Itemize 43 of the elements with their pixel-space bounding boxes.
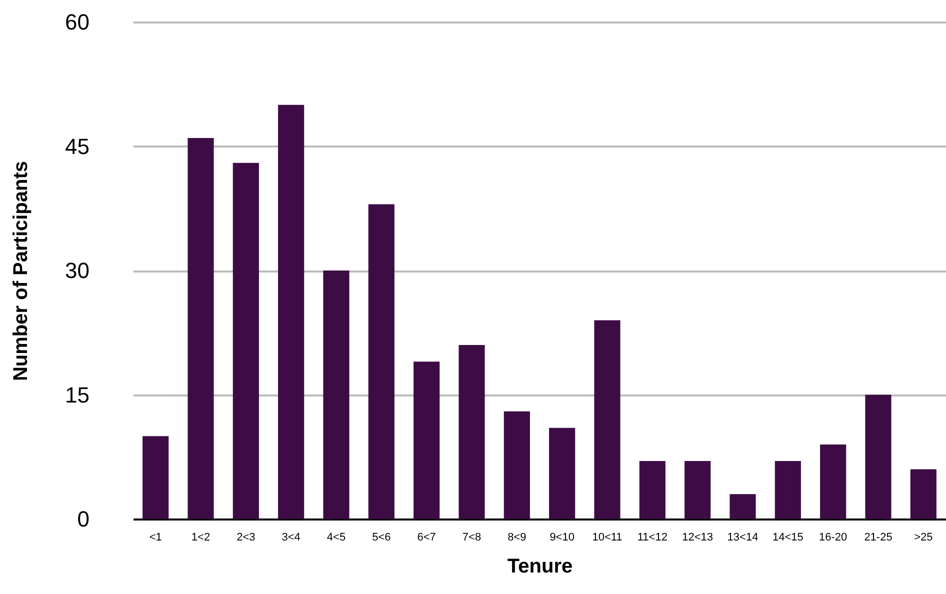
x-tick-label: 11<12: [637, 532, 668, 544]
bar: [458, 345, 485, 519]
x-tick-label: 9<10: [550, 532, 574, 544]
x-axis-title: Tenure: [507, 556, 573, 578]
bar: [774, 461, 801, 519]
bar: [684, 461, 711, 519]
x-tick-label: 12<13: [682, 532, 714, 544]
x-tick-label: 2<3: [236, 532, 256, 544]
x-tick-label: 16-20: [819, 532, 848, 544]
bar: [865, 394, 892, 519]
y-tick-label: 0: [77, 506, 90, 532]
x-tick-label: 8<9: [508, 532, 526, 544]
x-tick-label: 13<14: [727, 532, 758, 544]
bar: [142, 436, 169, 519]
bar: [910, 469, 936, 519]
bar: [368, 204, 394, 519]
x-tick-label: 10<11: [592, 532, 622, 544]
x-tick-label: 1<2: [191, 532, 210, 544]
y-axis-title: Number of Participants: [10, 160, 32, 382]
bar: [820, 444, 846, 519]
bar: [504, 411, 530, 519]
bar: [188, 138, 214, 519]
x-tick-label: 21-25: [864, 532, 892, 544]
bar: [730, 494, 756, 519]
y-tick-label: 30: [65, 258, 90, 283]
bar: [232, 162, 259, 519]
x-tick-label: >25: [914, 532, 933, 544]
y-tick-label: 15: [65, 382, 90, 408]
bar: [414, 362, 440, 519]
x-tick-label: 5<6: [372, 532, 391, 544]
x-tick-label: <1: [149, 532, 162, 544]
bar: [594, 320, 620, 519]
bar: [639, 461, 666, 519]
x-tick-label: 3<4: [282, 532, 300, 544]
bar: [549, 428, 576, 519]
x-tick-label: 14<15: [772, 532, 804, 544]
bar: [323, 270, 350, 519]
x-tick-label: 7<8: [462, 532, 482, 544]
y-tick-label: 60: [65, 10, 90, 34]
bar: [278, 104, 304, 519]
y-tick-label: 45: [65, 134, 90, 159]
x-tick-label: 4<5: [326, 532, 346, 544]
x-tick-label: 6<7: [417, 532, 436, 544]
